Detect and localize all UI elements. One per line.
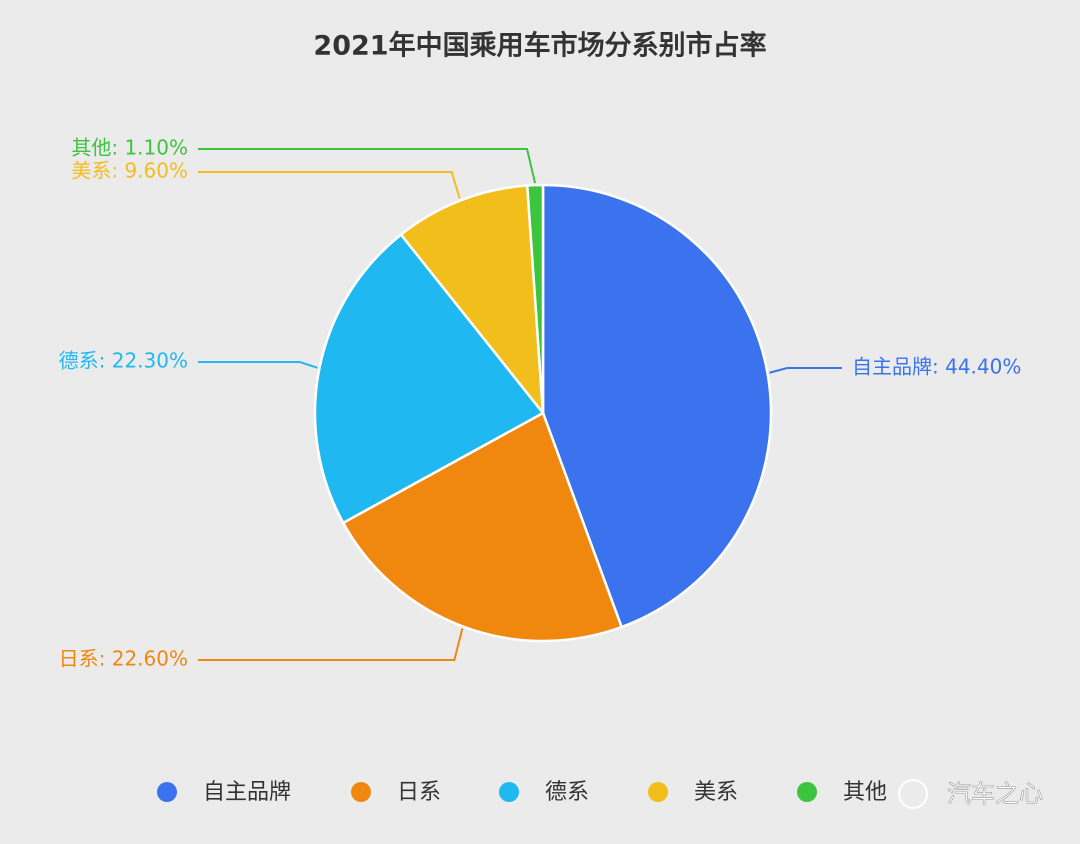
legend-marker — [648, 782, 668, 802]
data-label: 自主品牌: 44.40% — [852, 355, 1021, 379]
leader-line — [198, 148, 537, 184]
legend-label: 其他 — [843, 780, 887, 805]
leader-line — [769, 367, 842, 374]
legend-label: 日系 — [397, 780, 441, 805]
pie-slice — [525, 183, 545, 414]
watermark-icon — [898, 779, 928, 809]
legend-marker — [499, 782, 519, 802]
leader-line — [198, 628, 464, 661]
legend-label: 德系 — [545, 780, 589, 805]
watermark-badge: 汽车之心 — [898, 779, 1043, 809]
pie-slice — [313, 232, 545, 525]
pie-slice — [399, 184, 545, 417]
data-label: 其他: 1.10% — [71, 136, 188, 160]
legend-marker — [797, 782, 817, 802]
leader-line — [198, 171, 461, 199]
data-label: 美系: 9.60% — [71, 159, 188, 183]
leader-line — [198, 361, 318, 369]
data-label: 德系: 22.30% — [59, 349, 188, 373]
pie-slice — [341, 411, 624, 643]
legend-marker — [157, 782, 177, 802]
legend-label: 自主品牌 — [203, 780, 291, 805]
chart-title: 2021年中国乘用车市场分系别市占率 — [313, 30, 766, 62]
pie-slice — [541, 183, 773, 629]
legend-label: 美系 — [694, 780, 738, 805]
data-label: 日系: 22.60% — [59, 647, 188, 671]
legend-marker — [351, 782, 371, 802]
watermark: 汽车之心 — [947, 780, 1043, 808]
